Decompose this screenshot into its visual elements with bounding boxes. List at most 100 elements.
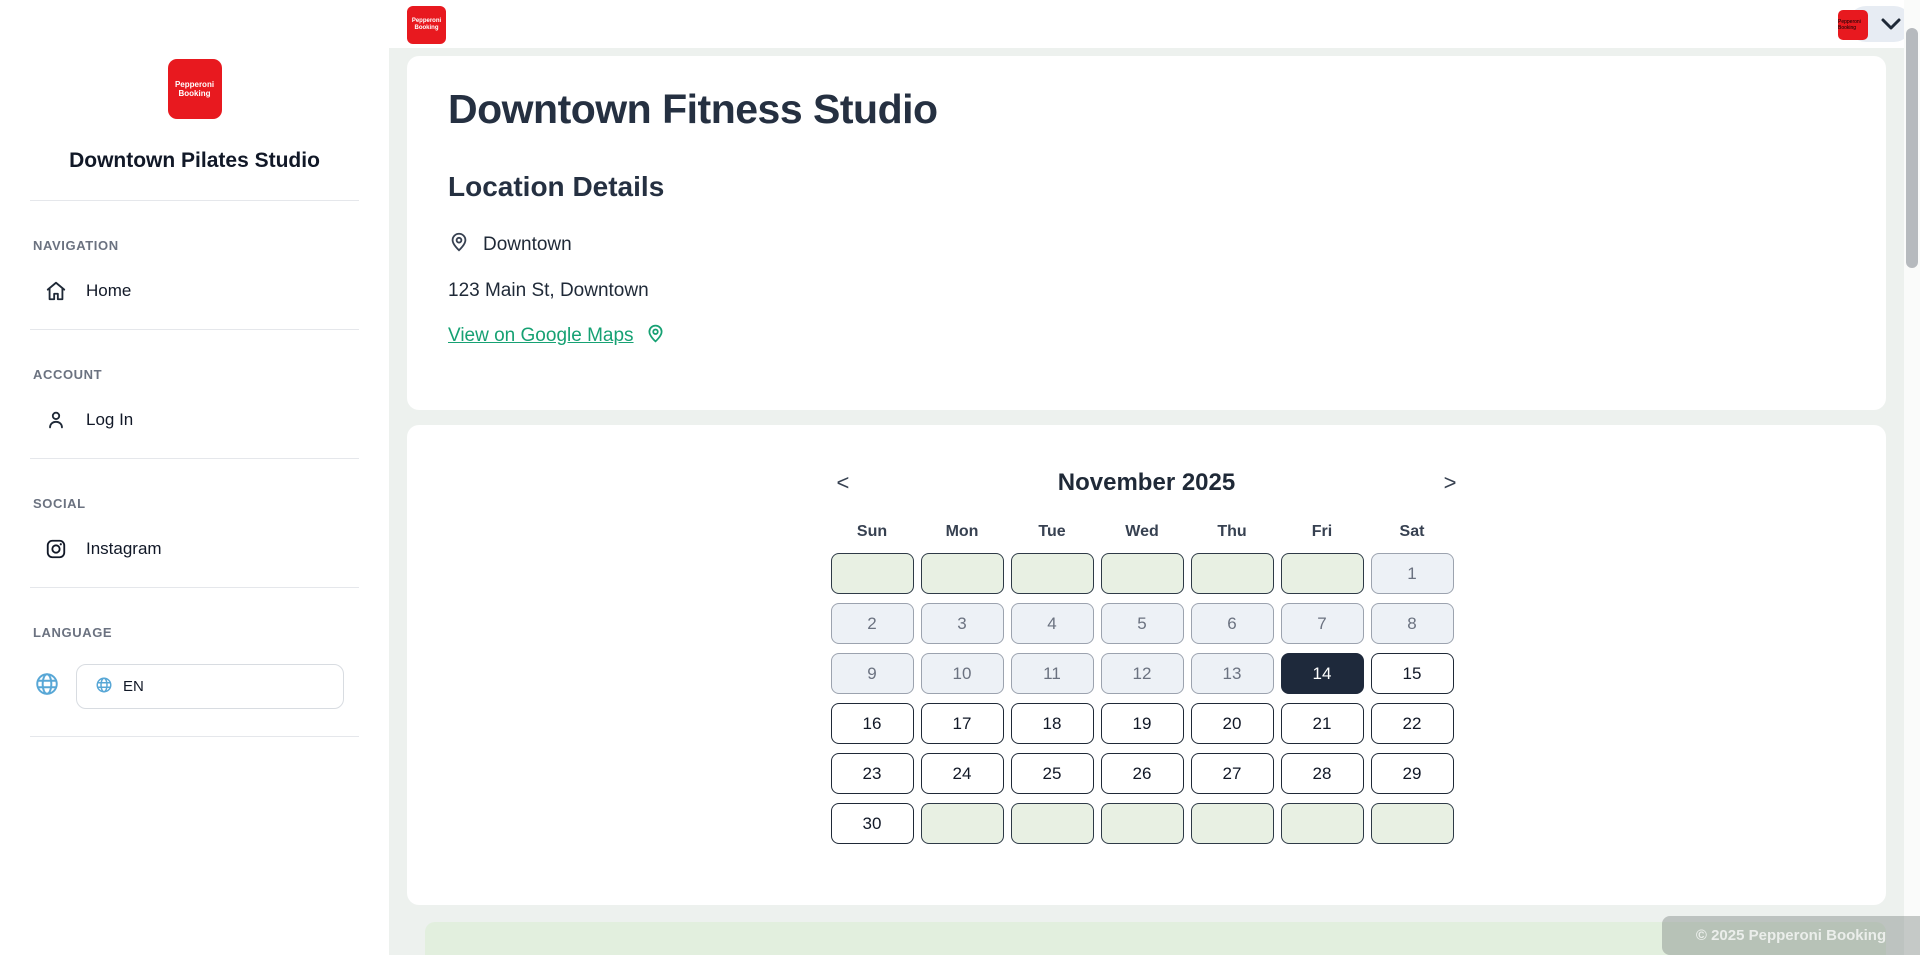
instagram-icon	[45, 538, 67, 560]
calendar-date-18[interactable]: 18	[1010, 703, 1094, 744]
section-label-navigation: NAVIGATION	[33, 238, 119, 253]
calendar-day-header: Fri	[1311, 523, 1333, 540]
calendar-date-12: 12	[1100, 653, 1184, 694]
calendar-empty-cell	[1280, 803, 1364, 844]
calendar-day-header: Thu	[1217, 523, 1247, 540]
calendar-day-header: Tue	[1038, 523, 1066, 540]
map-pin-icon	[448, 231, 470, 259]
calendar-empty-cell	[920, 553, 1004, 594]
brand-logo-text: Pepperoni Booking	[174, 80, 215, 98]
calendar-month-title: November 2025	[1057, 469, 1236, 496]
calendar-empty-cell	[1010, 553, 1094, 594]
calendar-date-6: 6	[1190, 603, 1274, 644]
scrollbar-thumb[interactable]	[1906, 28, 1918, 268]
section-label-social: SOCIAL	[33, 496, 86, 511]
divider	[30, 587, 359, 588]
copyright-text: © 2025 Pepperoni Booking	[1695, 927, 1887, 944]
calendar-date-27[interactable]: 27	[1190, 753, 1274, 794]
calendar-empty-cell	[830, 553, 914, 594]
calendar-date-20[interactable]: 20	[1190, 703, 1274, 744]
section-label-account: ACCOUNT	[33, 367, 103, 382]
calendar-date-22[interactable]: 22	[1370, 703, 1454, 744]
calendar-date-7: 7	[1280, 603, 1364, 644]
calendar-date-30[interactable]: 30	[830, 803, 914, 844]
top-bar: Pepperoni Booking Pepperoni Booking	[389, 0, 1920, 48]
calendar-date-5: 5	[1100, 603, 1184, 644]
calendar-grid: 1 2 3 4 5 6 7 8 9 10 11 12 13 14 15 16 17 18 19 20 21 22 23 24 2…	[830, 553, 1463, 844]
location-details-heading: Location Details	[448, 171, 665, 202]
map-pin-icon-green	[645, 323, 666, 349]
sidebar-item-label: Log In	[86, 410, 134, 429]
calendar-empty-cell	[1190, 553, 1274, 594]
divider	[30, 736, 359, 737]
google-maps-link[interactable]: View on Google Maps	[448, 325, 634, 346]
calendar-empty-cell	[1100, 553, 1184, 594]
sidebar-item-login[interactable]: Log In	[45, 409, 389, 431]
studio-name: Downtown Pilates Studio	[69, 149, 320, 172]
brand-logo: Pepperoni Booking	[167, 59, 222, 119]
calendar-date-25[interactable]: 25	[1010, 753, 1094, 794]
copyright-watermark: © 2025 Pepperoni Booking	[1662, 916, 1920, 955]
sidebar: Pepperoni Booking Downtown Pilates Studi…	[0, 0, 389, 955]
calendar-date-8: 8	[1370, 603, 1454, 644]
calendar-date-23[interactable]: 23	[830, 753, 914, 794]
calendar-empty-cell	[1370, 803, 1454, 844]
sidebar-item-label: Instagram	[86, 539, 162, 558]
home-icon	[45, 280, 67, 302]
calendar-day-header: Sun	[856, 523, 888, 540]
globe-icon	[95, 676, 113, 698]
language-row: EN	[34, 664, 389, 709]
chevron-down-icon[interactable]	[1879, 14, 1903, 39]
globe-icon	[34, 671, 60, 702]
calendar-date-26[interactable]: 26	[1100, 753, 1184, 794]
calendar-date-14[interactable]: 14	[1280, 653, 1364, 694]
next-section-banner	[425, 922, 1886, 955]
calendar-next-button[interactable]: >	[1443, 470, 1457, 495]
calendar-date-21[interactable]: 21	[1280, 703, 1364, 744]
calendar-empty-cell	[920, 803, 1004, 844]
divider	[30, 200, 359, 201]
page-title: Downtown Fitness Studio	[448, 86, 938, 132]
calendar-date-2: 2	[830, 603, 914, 644]
calendar-date-24[interactable]: 24	[920, 753, 1004, 794]
calendar-day-headers: Sun Mon Tue Wed Thu Fri Sat	[831, 523, 1463, 541]
calendar-day-header: Sat	[1399, 523, 1425, 540]
calendar-date-3: 3	[920, 603, 1004, 644]
calendar-empty-cell	[1010, 803, 1094, 844]
calendar-day-header: Wed	[1125, 523, 1159, 540]
user-icon	[45, 409, 67, 431]
calendar-date-19[interactable]: 19	[1100, 703, 1184, 744]
calendar-date-29[interactable]: 29	[1370, 753, 1454, 794]
location-card: Downtown Fitness Studio Location Details…	[407, 56, 1886, 410]
calendar-empty-cell	[1190, 803, 1274, 844]
calendar-date-1: 1	[1370, 553, 1454, 594]
brand-logo-text: Pepperoni Booking	[1838, 19, 1861, 31]
calendar-date-11: 11	[1010, 653, 1094, 694]
sidebar-item-instagram[interactable]: Instagram	[45, 538, 389, 560]
scrollbar-track[interactable]	[1904, 0, 1920, 955]
calendar-empty-cell	[1100, 803, 1184, 844]
language-selected-value: EN	[123, 678, 144, 695]
brand-logo-small[interactable]: Pepperoni Booking	[407, 6, 446, 44]
calendar-date-10: 10	[920, 653, 1004, 694]
sidebar-item-label: Home	[86, 281, 132, 300]
calendar-date-28[interactable]: 28	[1280, 753, 1364, 794]
sidebar-item-home[interactable]: Home	[45, 280, 389, 302]
divider	[30, 458, 359, 459]
location-name: Downtown	[483, 234, 572, 255]
calendar-prev-button[interactable]: <	[836, 470, 850, 495]
calendar-date-13: 13	[1190, 653, 1274, 694]
calendar-date-4: 4	[1010, 603, 1094, 644]
calendar-card: < November 2025 > Sun Mon Tue Wed Thu Fri Sat …	[407, 425, 1886, 905]
calendar-date-17[interactable]: 17	[920, 703, 1004, 744]
section-label-language: LANGUAGE	[33, 625, 113, 640]
location-address: 123 Main St, Downtown	[448, 280, 649, 301]
calendar-date-16[interactable]: 16	[830, 703, 914, 744]
calendar-empty-cell	[1280, 553, 1364, 594]
brand-logo-text: Pepperoni Booking	[411, 18, 442, 31]
calendar-date-9: 9	[830, 653, 914, 694]
language-select[interactable]: EN	[76, 664, 344, 709]
calendar-day-header: Mon	[945, 523, 979, 540]
brand-logo-corner[interactable]: Pepperoni Booking	[1838, 10, 1868, 40]
calendar-date-15[interactable]: 15	[1370, 653, 1454, 694]
